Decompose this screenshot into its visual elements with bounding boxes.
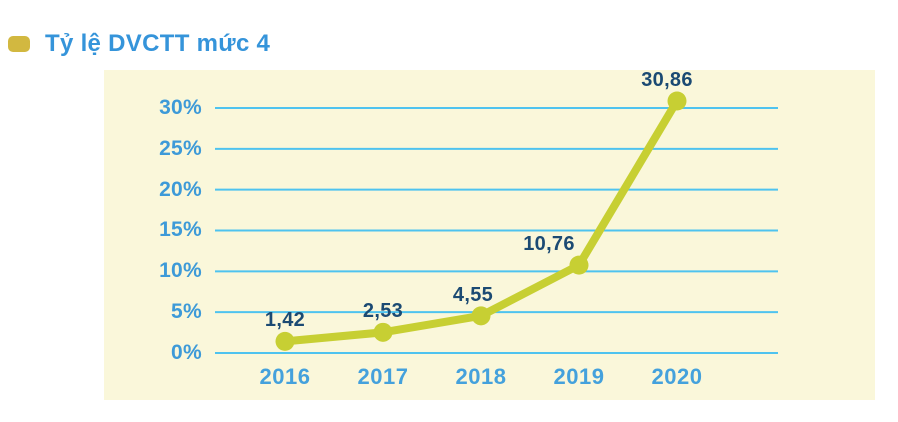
data-point-label: 30,86 [641,68,693,91]
data-point-label: 1,42 [264,309,306,332]
legend-swatch-icon [8,36,30,52]
y-axis-tick-label: 15% [159,218,202,242]
line-chart-svg [215,91,778,354]
x-axis-tick-label: 2020 [651,364,703,389]
y-axis-tick-label: 20% [159,177,202,201]
y-axis-tick-label: 5% [171,300,202,324]
chart-title: Tỷ lệ DVCTT mức 4 [45,30,271,57]
y-axis-tick-label: 30% [159,95,202,119]
data-point-marker [471,306,491,326]
x-axis-tick-label: 2016 [259,364,311,389]
x-axis-tick-label: 2017 [357,364,409,389]
x-axis-tick-label: 2019 [553,364,605,389]
data-point-marker [569,255,589,275]
y-axis-tick-label: 10% [159,259,202,283]
data-series [275,91,687,351]
data-point-label: 4,55 [452,283,494,306]
y-axis-tick-label: 0% [171,341,202,364]
x-axis-tick-label: 2018 [455,364,507,389]
gridlines [215,106,778,354]
data-point-marker [275,331,295,351]
data-point-label: 2,53 [362,300,404,323]
data-point-marker [373,322,393,342]
legend: Tỷ lệ DVCTT mức 4 [8,28,270,60]
data-point-marker [667,91,687,111]
chart-panel: 0% 5% 10% 15% 20% 25% 30% 1,42 2,53 4,55 10,76 30,8… [104,68,875,400]
data-point-label: 10,76 [523,233,575,256]
y-axis-tick-label: 25% [159,136,202,160]
